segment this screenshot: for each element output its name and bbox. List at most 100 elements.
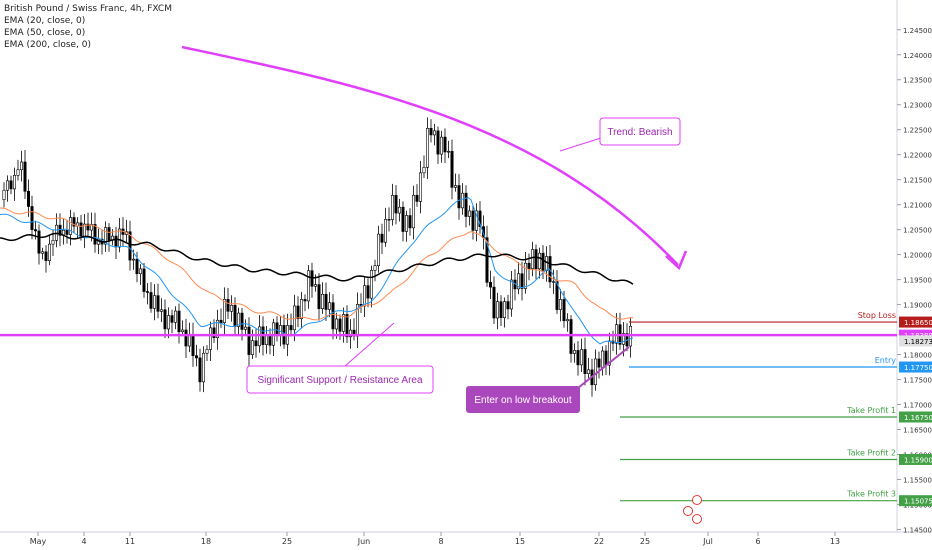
candle-body-30 [107,227,111,241]
candle-body-26 [93,224,97,245]
x-tick-label-8: 22 [594,537,604,546]
price-label-4: 1.16750 [904,414,932,422]
candle-body-59 [209,327,213,350]
y-tick-label-5: 1.22000 [903,152,932,160]
candle-body-5 [19,161,23,171]
candle-body-51 [181,329,185,333]
candle-body-127 [446,151,450,153]
candle-body-42 [149,292,153,309]
candle-body-97 [341,314,345,332]
y-tick-label-0: 1.24500 [903,27,932,35]
entry-callout-text: Enter on low breakout [474,395,572,406]
legend-ema20: EMA (20, close, 0) [4,16,86,26]
candle-body-58 [205,349,209,354]
candle-body-149 [523,262,527,289]
x-tick-label-7: 15 [515,537,525,546]
candle-body-112 [394,195,398,214]
candle-body-57 [202,352,206,383]
candle-body-32 [114,235,118,248]
candle-body-118 [415,194,419,202]
x-tick-label-1: 4 [81,537,86,546]
candle-body-72 [254,340,258,347]
candle-body-85 [299,299,303,320]
candle-body-68 [240,312,244,330]
candle-body-9 [33,229,37,232]
candle-body-134 [471,210,475,231]
x-tick-label-3: 18 [201,537,211,546]
candle-body-135 [474,210,478,231]
candle-body-94 [331,302,335,330]
trend-callout-text: Trend: Bearish [607,127,672,138]
candle-body-158 [555,281,559,310]
candle-body-70 [247,326,251,355]
candle-body-37 [132,258,136,261]
candle-body-115 [404,215,408,232]
price-label-box-5 [899,453,932,465]
candle-body-157 [551,281,555,283]
candle-body-50 [177,310,181,333]
candle-body-128 [450,151,454,188]
candle-body-93 [327,302,331,310]
x-tick-label-5: Jun [357,537,371,546]
candle-body-162 [569,319,573,354]
candle-body-96 [338,318,342,332]
candle-body-114 [401,206,405,232]
candle-body-84 [296,305,300,320]
candle-body-104 [366,285,370,299]
price-label-box-6 [899,495,932,507]
candle-body-87 [306,270,310,302]
x-tick-label-9: 25 [640,537,650,546]
candle-body-45 [160,309,164,312]
candle-body-159 [558,299,562,310]
candle-body-126 [443,136,447,153]
candle-body-110 [387,219,391,221]
price-label-0: 1.18650 [904,319,932,327]
candle-body-129 [453,185,457,188]
candle-body-153 [537,252,541,270]
trend-callout-box [599,117,681,146]
candle-body-67 [237,312,241,327]
candle-body-49 [174,310,178,323]
candle-body-54 [191,334,195,356]
candle-body-33 [118,228,122,248]
candle-body-152 [534,249,538,270]
candle-body-95 [334,318,338,330]
candle-body-131 [460,192,464,209]
candle-body-164 [576,350,580,366]
candle-body-11 [40,251,44,254]
candle-body-90 [317,284,321,309]
candle-body-144 [506,301,510,310]
legend-ema50: EMA (50, close, 0) [4,28,86,38]
candle-body-43 [153,295,157,309]
candle-body-143 [502,301,506,318]
legend-ema200: EMA (200, close, 0) [4,40,92,50]
candle-body-136 [478,210,482,227]
candle-body-56 [198,357,202,383]
candle-body-172 [604,350,608,366]
level-label-2: Take Profit 1 [846,406,896,415]
x-tick-label-12: 13 [830,537,840,546]
trend-arrow [181,45,679,266]
candle-body-60 [212,327,216,339]
y-tick-label-9: 1.20000 [903,252,932,260]
candle-body-145 [509,279,513,310]
candle-body-4 [16,169,20,176]
candle-body-124 [436,130,440,155]
level-label-3: Take Profit 2 [846,448,896,457]
candle-body-20 [72,217,76,227]
price-label-box-3 [899,361,932,373]
candle-body-47 [167,315,171,330]
candle-body-7 [26,190,30,207]
candle-body-133 [467,210,471,217]
candle-body-103 [362,285,366,307]
candle-body-18 [65,229,69,235]
candle-body-8 [30,206,34,230]
candle-body-64 [226,299,230,312]
candle-body-82 [289,325,293,331]
price-label-box-1 [899,329,932,341]
candle-body-170 [597,358,601,368]
event-icon-2 [692,514,702,524]
x-tick-label-6: 8 [438,537,443,546]
